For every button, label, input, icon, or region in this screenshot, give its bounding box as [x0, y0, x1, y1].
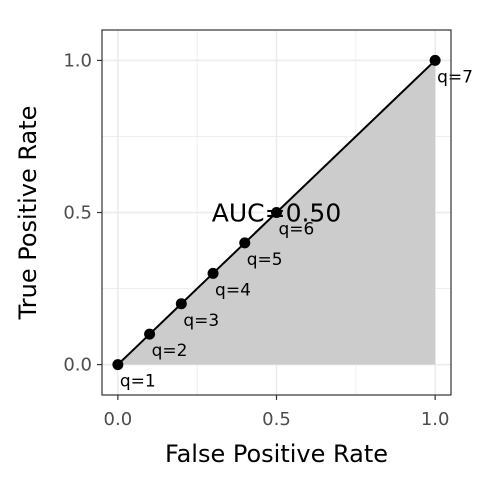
y-tick-label: 0.0: [63, 355, 92, 376]
y-tick-label: 0.5: [63, 203, 92, 224]
point-label: q=2: [152, 341, 188, 361]
x-axis-ticks: 0.0 0.5 1.0: [104, 395, 450, 430]
roc-point: [239, 237, 251, 249]
auc-annotation-group: AUC=0.50: [212, 199, 341, 228]
x-tick-label: 0.0: [104, 409, 133, 430]
y-tick-label: 1.0: [63, 50, 92, 71]
roc-point: [144, 328, 156, 340]
x-tick-label: 0.5: [262, 409, 291, 430]
point-label: q=6: [279, 220, 315, 240]
y-axis-title: True Positive Rate: [14, 106, 42, 321]
roc-point: [207, 267, 219, 279]
point-label: q=5: [247, 250, 283, 270]
roc-points: [112, 54, 441, 371]
point-label: q=4: [215, 280, 251, 300]
auc-annotation: AUC=0.50: [212, 199, 341, 228]
point-label: q=3: [183, 311, 219, 331]
y-axis-ticks: 0.0 0.5 1.0: [63, 50, 102, 376]
point-label: q=1: [120, 372, 156, 392]
roc-point: [175, 298, 187, 310]
point-label: q=7: [437, 67, 473, 87]
point-labels: q=1 q=2 q=3 q=4 q=5 q=6 q=7: [120, 67, 473, 391]
x-axis-title: False Positive Rate: [165, 440, 388, 468]
roc-point: [112, 359, 124, 371]
roc-point: [271, 207, 282, 218]
roc-point: [429, 54, 441, 66]
x-tick-label: 1.0: [421, 409, 450, 430]
